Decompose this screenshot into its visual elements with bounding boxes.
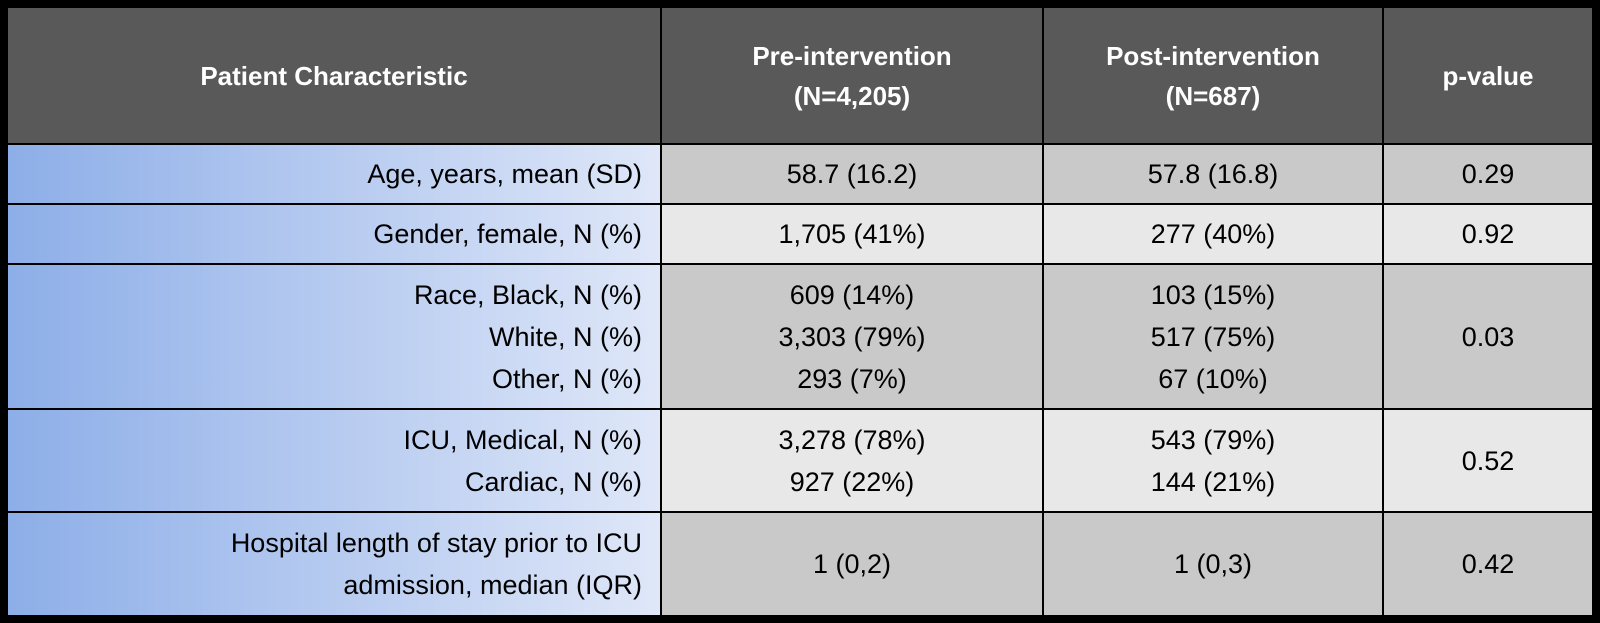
table-cell: 1 (0,2) (662, 513, 1042, 615)
cell-text: ICU, Medical, N (%) (403, 424, 642, 455)
table-cell: 1,705 (41%) (662, 205, 1042, 263)
row-label: Age, years, mean (SD) (8, 145, 660, 203)
cell-text: Patient Characteristic (200, 60, 468, 91)
table-cell: 1 (0,3) (1044, 513, 1382, 615)
cell-text: p-value (1442, 60, 1534, 91)
cell-text: 58.7 (16.2) (786, 159, 918, 189)
cell-text: 517 (75%) (1150, 321, 1276, 352)
cell-text: 57.8 (16.8) (1147, 159, 1279, 189)
cell-text: 609 (14%) (789, 279, 915, 310)
row-label: Gender, female, N (%) (8, 205, 660, 263)
cell-text: White, N (%) (488, 321, 642, 352)
row-label: ICU, Medical, N (%) Cardiac, N (%) (8, 410, 660, 511)
cell-text: Cardiac, N (%) (464, 466, 642, 497)
table: Patient Characteristic Pre-intervention (N… (8, 8, 1592, 615)
cell-text: (N=4,205) (793, 80, 911, 111)
header-cell: p-value (1384, 8, 1592, 143)
header-cell: Patient Characteristic (8, 8, 660, 143)
table-cell: 58.7 (16.2) (662, 145, 1042, 203)
cell-text: 293 (7%) (797, 363, 907, 394)
table-cell: 0.92 (1384, 205, 1592, 263)
table-cell: 57.8 (16.8) (1044, 145, 1382, 203)
header-cell: Post-intervention (N=687) (1044, 8, 1382, 143)
cell-text: 0.42 (1461, 549, 1515, 579)
cell-text: (N=687) (1165, 80, 1261, 111)
cell-text: Race, Black, N (%) (413, 279, 642, 310)
table-cell: 103 (15%) 517 (75%) 67 (10%) (1044, 265, 1382, 408)
cell-text: 1 (0,3) (1173, 549, 1253, 579)
cell-text: Pre-intervention (752, 40, 952, 71)
table-cell: 0.42 (1384, 513, 1592, 615)
cell-text: Post-intervention (1106, 40, 1320, 71)
cell-text: 1,705 (41%) (778, 219, 926, 249)
cell-text: 0.03 (1461, 321, 1515, 352)
cell-text: 0.29 (1461, 159, 1515, 189)
row-label: Race, Black, N (%) White, N (%) Other, N (… (8, 265, 660, 408)
cell-text: 277 (40%) (1150, 219, 1276, 249)
cell-text: 3,303 (79%) (778, 321, 926, 352)
cell-text: Hospital length of stay prior to ICU (230, 528, 642, 558)
table-cell: 543 (79%) 144 (21%) (1044, 410, 1382, 511)
cell-text: 1 (0,2) (812, 549, 892, 579)
cell-text: 144 (21%) (1150, 466, 1276, 497)
cell-text: 67 (10%) (1158, 363, 1268, 394)
cell-text: Age, years, mean (SD) (367, 159, 642, 189)
header-cell: Pre-intervention (N=4,205) (662, 8, 1042, 143)
row-label: Hospital length of stay prior to ICU admi… (8, 513, 660, 615)
table-cell: 0.29 (1384, 145, 1592, 203)
table-cell: 609 (14%) 3,303 (79%) 293 (7%) (662, 265, 1042, 408)
cell-text: 0.52 (1461, 445, 1515, 476)
table-cell: 3,278 (78%) 927 (22%) (662, 410, 1042, 511)
cell-text: Other, N (%) (491, 363, 642, 394)
cell-text: Gender, female, N (%) (373, 219, 642, 249)
cell-text: 3,278 (78%) (778, 424, 926, 455)
cell-text: admission, median (IQR) (343, 570, 642, 600)
table-cell: 277 (40%) (1044, 205, 1382, 263)
table-cell: 0.03 (1384, 265, 1592, 408)
cell-text: 927 (22%) (789, 466, 915, 497)
cell-text: 543 (79%) (1150, 424, 1276, 455)
cell-text: 0.92 (1461, 219, 1515, 249)
table-cell: 0.52 (1384, 410, 1592, 511)
cell-text: 103 (15%) (1150, 279, 1276, 310)
